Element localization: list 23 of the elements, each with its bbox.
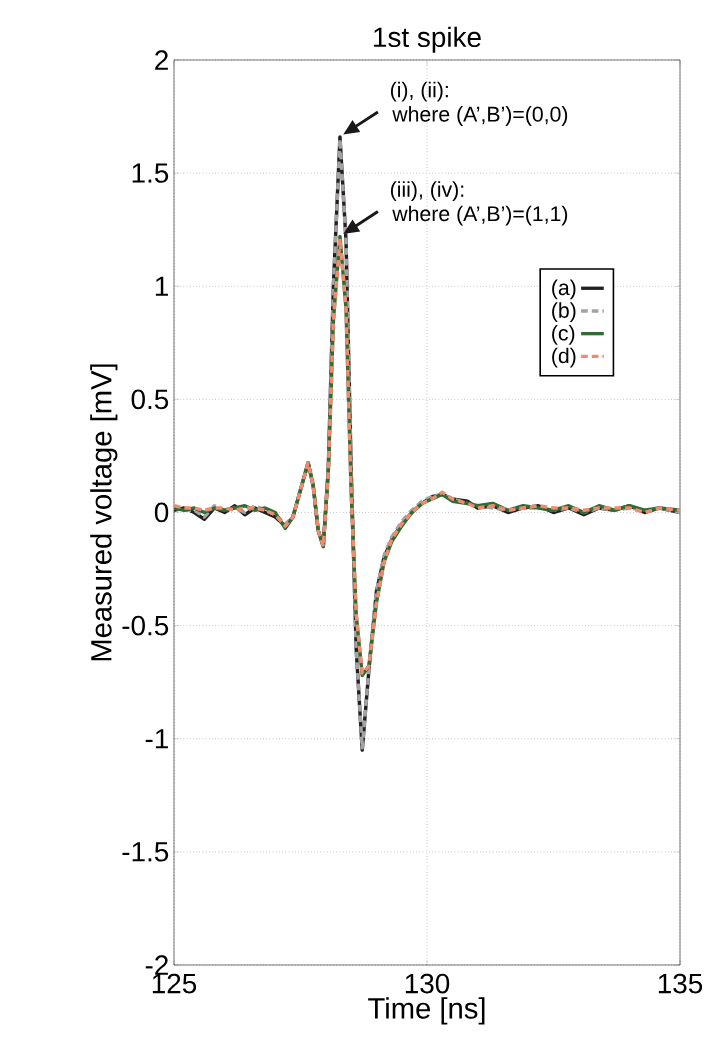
chart-title: 1st spike xyxy=(374,26,481,53)
x-tick-label: 125 xyxy=(152,973,197,994)
y-tick-label: -0.5 xyxy=(122,615,169,636)
x-axis-title: Time [ns] xyxy=(368,997,485,1025)
y-tick-label: 0 xyxy=(154,502,169,523)
y-tick-label: 0.5 xyxy=(131,389,169,410)
legend-label: (d) xyxy=(552,347,576,368)
y-tick-label: 1.5 xyxy=(132,163,169,183)
annotation: (i), (ii): xyxy=(390,81,448,102)
legend-label: (b) xyxy=(552,302,576,323)
y-tick-label: -1 xyxy=(145,729,168,749)
y-tick-label: -1.5 xyxy=(122,842,169,862)
annotation: (iii), (iv): xyxy=(390,181,464,202)
y-tick-label: -2 xyxy=(145,955,168,975)
y-tick-label: 2 xyxy=(155,50,168,70)
x-tick-label: 135 xyxy=(658,973,703,994)
y-tick-label: 1 xyxy=(155,276,168,296)
annotation: where (A’,B’)=(1,1) xyxy=(392,205,568,226)
legend-label: (a) xyxy=(552,279,576,300)
legend-label: (c) xyxy=(552,324,575,345)
x-tick-label: 130 xyxy=(405,973,450,994)
y-axis-title: Measured voltage [mV] xyxy=(90,364,118,661)
annotation: where (A’,B’)=(0,0) xyxy=(392,106,568,126)
